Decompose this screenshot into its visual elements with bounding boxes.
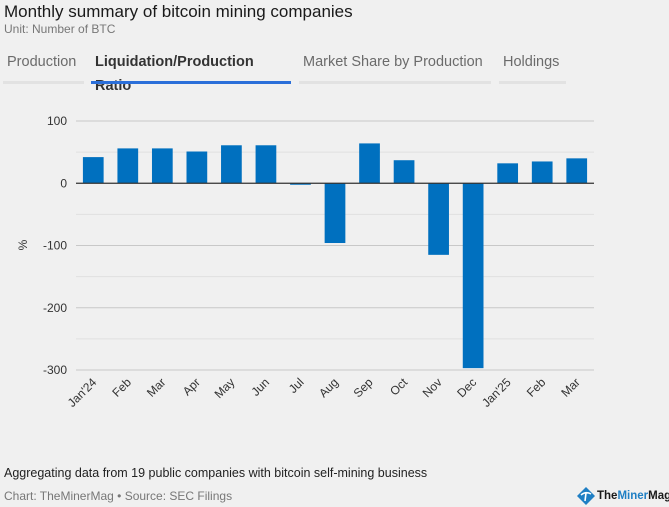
footnote: Aggregating data from 19 public companie… [4,466,428,480]
tab-market-share-by-production[interactable]: Market Share by Production [299,50,491,84]
bar-jan24[interactable] [82,157,104,184]
logo-text-the: The [597,490,618,502]
y-tick-label: -100 [43,239,67,253]
x-tick-label: Jun [248,375,272,399]
y-tick-label: 100 [47,114,67,128]
bar-mar[interactable] [566,158,588,184]
tab-label: Production [7,54,77,70]
x-tick-label: Nov [420,375,445,400]
y-tick-label: -300 [43,363,67,377]
tab-holdings[interactable]: Holdings [499,50,566,84]
tab-label: Market Share by Production [303,54,483,70]
bar-oct[interactable] [393,160,415,184]
bar-sep[interactable] [359,143,380,184]
bar-jun[interactable] [255,145,277,184]
bar-jul[interactable] [290,183,311,185]
x-axis-ticks: Jan'24 Feb Mar Apr May Jun Jul Aug Sep Oct Nov Dec J… [65,375,583,410]
x-tick-label: Dec [454,375,479,400]
bar-jan25[interactable] [497,163,519,184]
chart-subtitle: Unit: Number of BTC [4,22,116,36]
x-tick-label: Apr [180,375,203,398]
logo-text-miner: Miner [617,490,649,502]
bars [82,143,588,369]
y-axis-label: % [16,239,30,250]
bar-feb[interactable] [117,148,139,184]
logo-diamond-icon [577,487,595,505]
tab-liquidation-production-ratio[interactable]: Liquidation/Production Ratio [91,50,291,94]
tab-underline [299,81,491,84]
x-tick-label: Jan'25 [479,375,514,410]
bar-aug[interactable] [324,183,346,244]
bar-mar[interactable] [151,148,173,184]
tab-bar: Production Liquidation/Production Ratio … [0,50,669,94]
tab-label: Holdings [503,54,560,70]
chart-title: Monthly summary of bitcoin mining compan… [4,2,353,21]
x-tick-label: Mar [144,375,169,400]
x-tick-label: May [212,375,238,401]
logo-text-mag: Mag [648,490,669,502]
x-tick-label: Feb [109,375,134,400]
x-tick-label: Jan'24 [65,375,100,410]
bar-dec[interactable] [462,183,484,369]
y-tick-label: 0 [60,176,67,190]
y-tick-label: -200 [43,301,67,315]
tab-production[interactable]: Production [3,50,84,84]
bar-apr[interactable] [186,151,208,184]
x-tick-label: Mar [558,375,583,400]
bar-feb[interactable] [531,161,553,184]
tab-underline [91,81,291,84]
tab-underline [3,81,84,84]
y-axis-ticks: 100 0 -100 -200 -300 [43,114,67,377]
x-tick-label: Oct [387,375,411,399]
x-tick-label: Aug [316,375,341,400]
tab-underline [499,81,566,84]
source-credit: Chart: TheMinerMag • Source: SEC Filings [4,489,233,503]
x-tick-label: Jul [286,375,307,396]
bar-nov[interactable] [428,183,449,255]
x-tick-label: Feb [524,375,549,400]
x-tick-label: Sep [351,375,376,400]
theminermag-logo[interactable]: The Miner Mag [577,487,669,505]
bar-may[interactable] [221,145,242,184]
